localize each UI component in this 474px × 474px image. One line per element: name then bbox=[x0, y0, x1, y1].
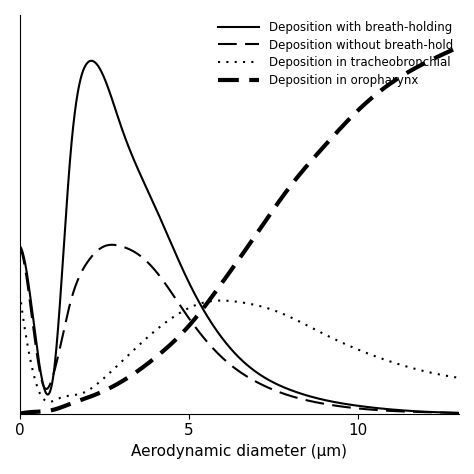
X-axis label: Aerodynamic diameter (μm): Aerodynamic diameter (μm) bbox=[131, 444, 347, 459]
Legend: Deposition with breath-holding, Deposition without breath-hold, Deposition in tr: Deposition with breath-holding, Depositi… bbox=[218, 21, 453, 87]
